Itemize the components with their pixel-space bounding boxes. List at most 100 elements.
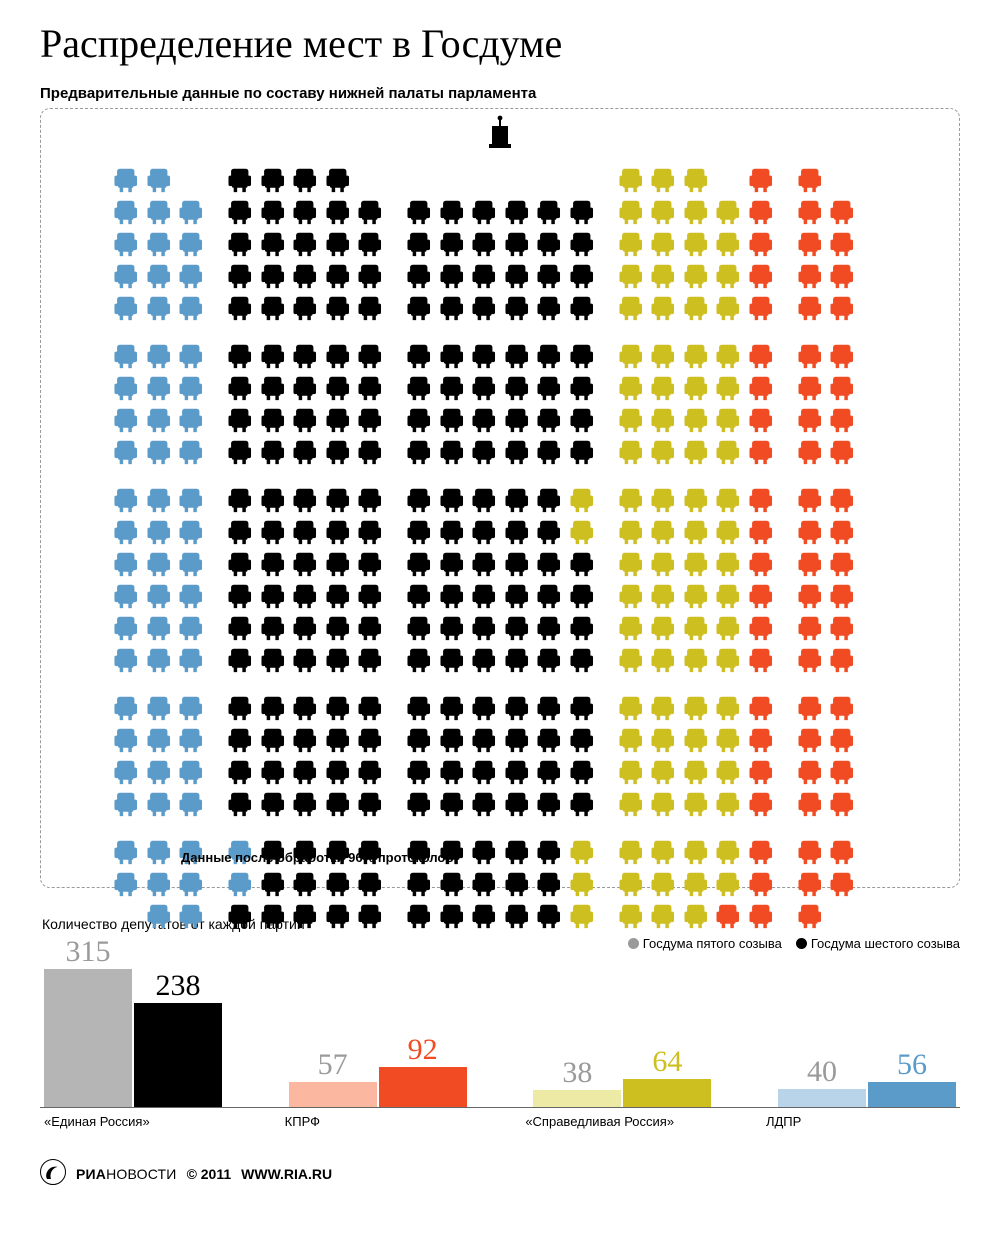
seat: [290, 645, 320, 675]
seat: [257, 341, 287, 371]
seat: [257, 549, 287, 579]
seat: [436, 341, 466, 371]
bar-value: 57: [289, 1048, 377, 1082]
seat: [648, 405, 678, 435]
seat: [290, 757, 320, 787]
seat: [501, 517, 531, 547]
seat: [322, 405, 352, 435]
seat: [566, 869, 596, 899]
seat: [322, 437, 352, 467]
seat: [436, 437, 466, 467]
bar: 57: [289, 1082, 377, 1107]
seat: [404, 757, 434, 787]
seat: [859, 869, 889, 899]
seat: [859, 725, 889, 755]
seat: [404, 341, 434, 371]
seat: [176, 581, 206, 611]
seat: [225, 517, 255, 547]
seat: [290, 485, 320, 515]
seat: [745, 261, 775, 291]
seat: [713, 549, 743, 579]
seat: [713, 405, 743, 435]
seat: [745, 405, 775, 435]
seat: [404, 229, 434, 259]
seat: [469, 645, 499, 675]
seat: [257, 581, 287, 611]
seat: [469, 757, 499, 787]
seat: [534, 405, 564, 435]
seat: [176, 645, 206, 675]
seat: [469, 789, 499, 819]
bar-chart: 315238579238644056: [40, 957, 960, 1108]
seat: [534, 901, 564, 931]
seat: [680, 405, 710, 435]
seat: [436, 581, 466, 611]
bar: 64: [623, 1079, 711, 1107]
seat: [404, 261, 434, 291]
bar-group: 3864: [533, 1079, 711, 1107]
seat: [501, 581, 531, 611]
seat: [648, 789, 678, 819]
seat: [469, 405, 499, 435]
seat: [534, 293, 564, 323]
seat: [143, 645, 173, 675]
seat: [648, 165, 678, 195]
seat: [827, 517, 857, 547]
seat: [111, 549, 141, 579]
seat: [713, 613, 743, 643]
seat: [827, 405, 857, 435]
seat: [534, 645, 564, 675]
seat: [794, 261, 824, 291]
seat: [436, 613, 466, 643]
seat: [566, 581, 596, 611]
legend-dot: [796, 938, 807, 949]
seat: [111, 373, 141, 403]
seat: [615, 341, 645, 371]
seat: [290, 549, 320, 579]
seat: [648, 613, 678, 643]
seat: [436, 869, 466, 899]
seat: [566, 165, 596, 195]
seat: [257, 869, 287, 899]
seat: [713, 373, 743, 403]
seat: [322, 725, 352, 755]
seat: [436, 517, 466, 547]
seat: [176, 229, 206, 259]
seat: [257, 725, 287, 755]
seat: [143, 293, 173, 323]
seat: [290, 341, 320, 371]
seat: [680, 869, 710, 899]
seat: [827, 869, 857, 899]
seat: [290, 693, 320, 723]
seat: [176, 789, 206, 819]
seat: [469, 229, 499, 259]
seat: [322, 293, 352, 323]
seat: [469, 437, 499, 467]
seat: [436, 757, 466, 787]
seat: [615, 261, 645, 291]
seat: [111, 789, 141, 819]
seat: [680, 901, 710, 931]
podium-icon: [489, 115, 511, 149]
seat: [176, 373, 206, 403]
seat: [225, 549, 255, 579]
seat: [143, 757, 173, 787]
seat: [794, 613, 824, 643]
seat: [615, 229, 645, 259]
seat: [355, 197, 385, 227]
seat: [680, 341, 710, 371]
seat: [436, 229, 466, 259]
seat: [290, 373, 320, 403]
seat: [355, 725, 385, 755]
seat: [469, 261, 499, 291]
seat: [794, 517, 824, 547]
seat: [322, 229, 352, 259]
seat: [436, 485, 466, 515]
seat: [680, 229, 710, 259]
seat: [566, 613, 596, 643]
seat: [615, 197, 645, 227]
seat: [404, 165, 434, 195]
seat: [680, 837, 710, 867]
seat: [176, 405, 206, 435]
seat: [534, 725, 564, 755]
